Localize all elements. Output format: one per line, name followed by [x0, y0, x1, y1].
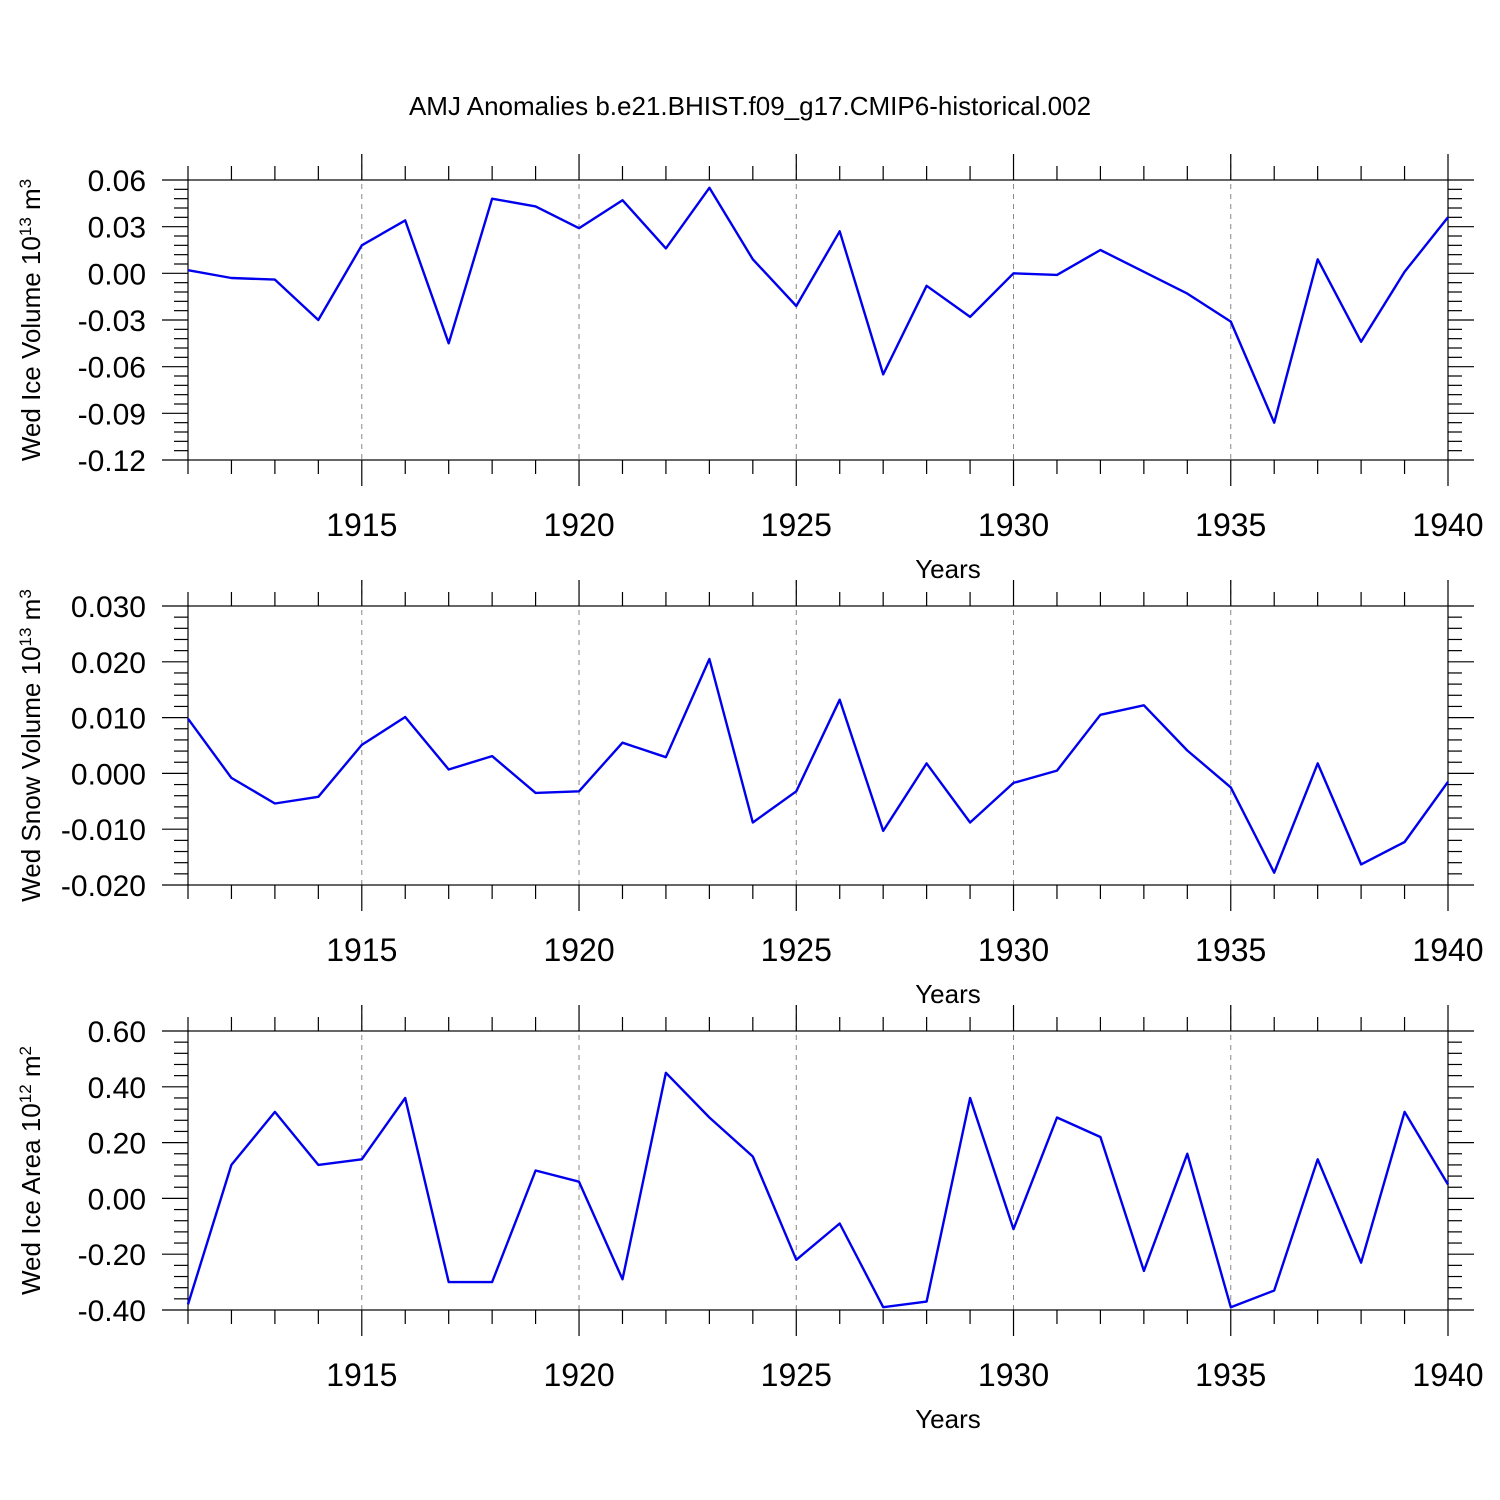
y-tick-label: -0.06	[78, 352, 146, 385]
y-tick-label: 0.03	[88, 212, 146, 245]
y-tick-label: 0.40	[88, 1072, 146, 1105]
x-tick-label: 1935	[1195, 932, 1266, 968]
y-tick-label: -0.03	[78, 305, 146, 338]
x-tick-label: 1930	[978, 932, 1049, 968]
x-tick-label: 1940	[1412, 932, 1483, 968]
panel-3: 1915 1920 1925 1930 1935 1940 0.60 0.40 0.20 0.00…	[16, 1005, 1484, 1434]
y-axis-label: Wed Ice Area 1012 m2	[16, 1046, 47, 1295]
y-axis-label-superscript: 2	[16, 1046, 35, 1055]
series-line	[187, 657, 1449, 874]
x-tick-label: 1915	[326, 507, 397, 543]
y-tick-label: -0.010	[61, 814, 146, 847]
x-tick-label: 1940	[1412, 507, 1483, 543]
y-axis-label-part: m	[16, 188, 46, 217]
y-axis-label-part: Wed Ice Volume 10	[16, 236, 46, 461]
x-axis-label: Years	[915, 1404, 981, 1434]
y-tick-label: -0.020	[61, 870, 146, 903]
x-axis-label: Years	[915, 554, 981, 584]
y-axis-label-part: Wed Ice Area 10	[16, 1103, 46, 1295]
x-tick-label: 1940	[1412, 1357, 1483, 1393]
plot-frame	[187, 1030, 1449, 1311]
figure-title: AMJ Anomalies b.e21.BHIST.f09_g17.CMIP6-…	[409, 91, 1091, 121]
y-tick-label: 0.00	[88, 258, 146, 291]
y-tick-label: 0.00	[88, 1183, 146, 1216]
y-tick-label: 0.06	[88, 165, 146, 198]
x-tick-label: 1930	[978, 507, 1049, 543]
x-tick-label: 1925	[761, 932, 832, 968]
y-axis-label-superscript: 13	[16, 217, 35, 236]
y-axis-label-part: Wed Snow Volume 10	[16, 646, 46, 901]
x-tick-label: 1935	[1195, 507, 1266, 543]
y-tick-label: 0.60	[88, 1016, 146, 1049]
y-tick-label: 0.000	[71, 758, 146, 791]
y-axis-label-superscript: 3	[16, 589, 35, 598]
y-tick-label: 0.20	[88, 1128, 146, 1161]
x-tick-label: 1915	[326, 932, 397, 968]
panels: 1915 1920 1925 1930 1935 1940 0.06 0.03 0.00 -0.0…	[16, 154, 1484, 1434]
x-tick-label: 1920	[543, 1357, 614, 1393]
panel-2: 1915 1920 1925 1930 1935 1940 0.030 0.020 0.010 0…	[16, 580, 1484, 1009]
plot-frame	[187, 179, 1449, 461]
series-line	[186, 1071, 1450, 1309]
panel-1: 1915 1920 1925 1930 1935 1940 0.06 0.03 0.00 -0.0…	[16, 154, 1484, 584]
y-axis-label-part: m	[16, 599, 46, 628]
y-tick-label: -0.40	[78, 1295, 146, 1328]
y-tick-label: 0.010	[71, 703, 146, 736]
x-tick-label: 1920	[543, 932, 614, 968]
y-axis-label-superscript: 12	[16, 1084, 35, 1103]
y-axis-label-superscript: 3	[16, 179, 35, 188]
x-tick-label: 1925	[761, 507, 832, 543]
x-tick-label: 1930	[978, 1357, 1049, 1393]
x-tick-label: 1915	[326, 1357, 397, 1393]
x-tick-label: 1925	[761, 1357, 832, 1393]
series-line	[187, 186, 1449, 424]
x-tick-label: 1920	[543, 507, 614, 543]
plot-frame	[187, 605, 1449, 886]
y-tick-label: -0.20	[78, 1239, 146, 1272]
x-tick-label: 1935	[1195, 1357, 1266, 1393]
y-axis-label-superscript: 13	[16, 628, 35, 647]
y-axis-label: Wed Ice Volume 1013 m3	[16, 179, 47, 461]
y-tick-label: -0.12	[78, 445, 146, 478]
y-tick-label: 0.020	[71, 647, 146, 680]
y-tick-label: 0.030	[71, 591, 146, 624]
y-axis-label-part: m	[16, 1055, 46, 1084]
y-tick-label: -0.09	[78, 398, 146, 431]
x-axis-label: Years	[915, 979, 981, 1009]
y-axis-label: Wed Snow Volume 1013 m3	[16, 589, 47, 902]
